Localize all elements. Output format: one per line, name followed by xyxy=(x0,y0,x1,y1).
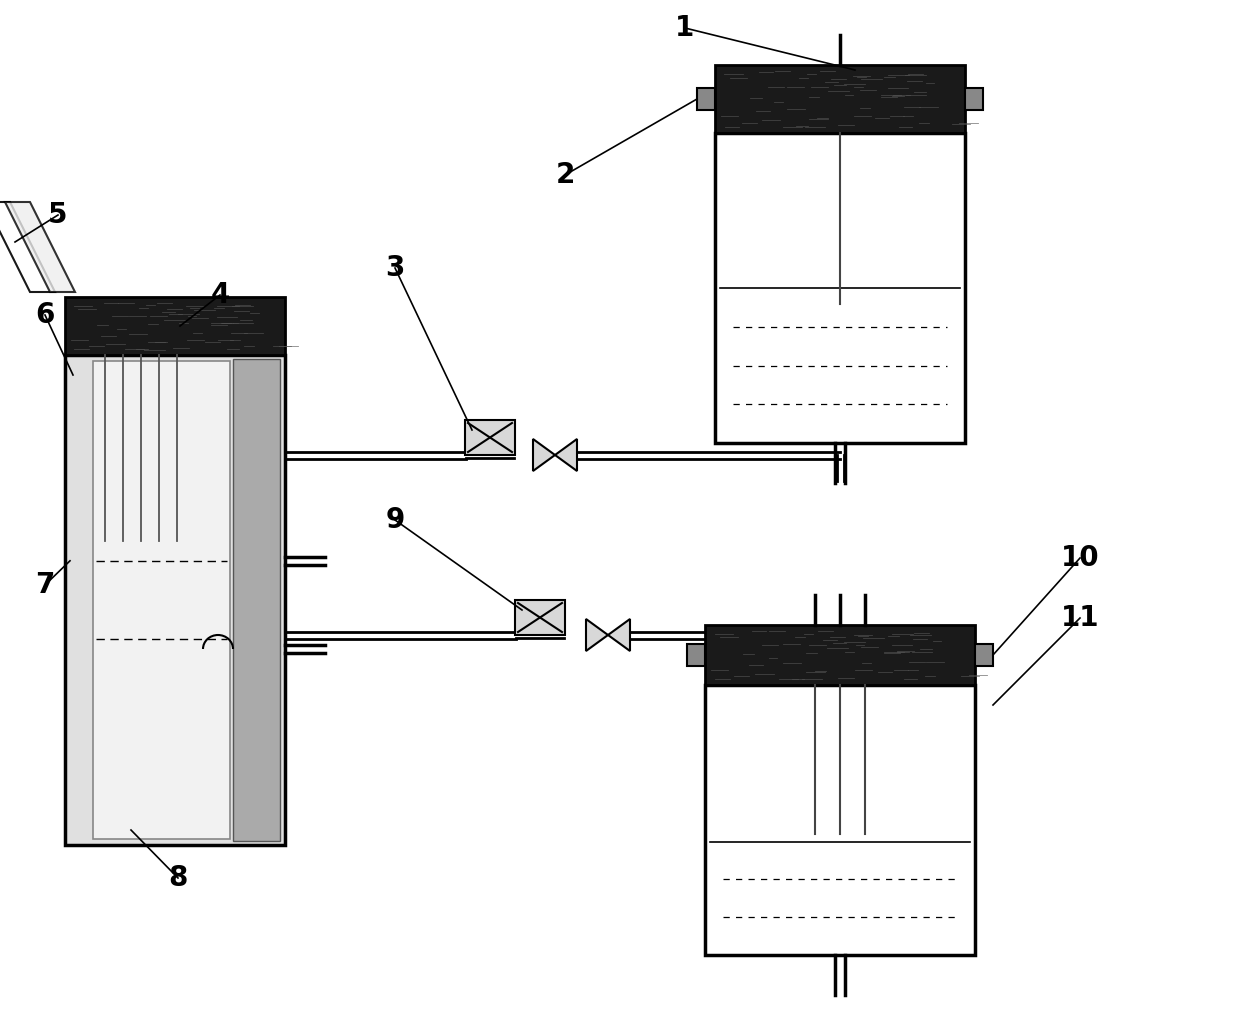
Text: 2: 2 xyxy=(556,161,574,189)
Bar xyxy=(697,88,715,110)
Text: 9: 9 xyxy=(386,506,404,534)
Bar xyxy=(233,359,280,841)
Bar xyxy=(965,88,983,110)
Text: 11: 11 xyxy=(1060,604,1099,632)
Polygon shape xyxy=(0,201,55,292)
Bar xyxy=(715,133,965,443)
Text: 5: 5 xyxy=(48,201,68,229)
Text: 8: 8 xyxy=(169,864,187,892)
Bar xyxy=(64,297,285,355)
Bar xyxy=(515,600,565,635)
Polygon shape xyxy=(587,619,608,651)
Text: 3: 3 xyxy=(386,254,404,282)
Bar xyxy=(465,420,515,455)
Bar xyxy=(93,361,229,839)
Bar xyxy=(706,685,975,955)
Text: 10: 10 xyxy=(1060,544,1100,572)
Text: 1: 1 xyxy=(676,14,694,42)
Polygon shape xyxy=(5,201,74,292)
Bar xyxy=(715,65,965,133)
Text: 6: 6 xyxy=(35,301,55,329)
Bar xyxy=(64,355,285,845)
Bar xyxy=(687,644,706,666)
Text: 7: 7 xyxy=(35,571,55,599)
Polygon shape xyxy=(608,619,630,651)
Bar xyxy=(706,625,975,685)
Text: 4: 4 xyxy=(211,281,229,309)
Bar xyxy=(975,644,993,666)
Polygon shape xyxy=(556,439,577,471)
Polygon shape xyxy=(533,439,556,471)
